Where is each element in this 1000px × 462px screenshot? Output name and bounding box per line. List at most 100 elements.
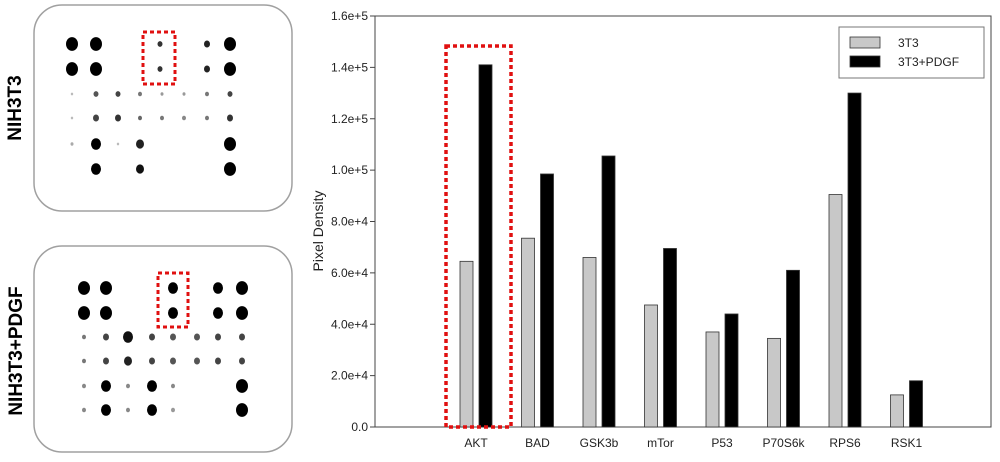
blot-spot [149, 357, 155, 365]
bars [459, 64, 923, 428]
blot-spot [170, 333, 176, 341]
blot-spot [126, 407, 130, 413]
blot-spot [205, 91, 209, 97]
blot-spot [227, 114, 233, 122]
y-tick-label: 0.0 [351, 420, 368, 434]
blot-images [33, 4, 293, 453]
blot-highlight-box-nih3t3-pdgf [156, 271, 190, 329]
legend-swatch [849, 55, 881, 68]
blot-spot [204, 65, 210, 73]
bar-bad-3t3-pdgf [540, 173, 554, 428]
blot-panel-nih3t3-pdgf [33, 245, 293, 453]
legend-label: 3T3 [898, 36, 919, 50]
blot-spot [66, 62, 78, 76]
blot-spot [236, 379, 248, 393]
legend: 3T3 3T3+PDGF [838, 26, 985, 79]
blot-spot [168, 282, 178, 294]
blot-spot [91, 138, 101, 150]
blot-spot [239, 333, 245, 341]
blot-spot [224, 137, 236, 151]
bar-mtor-3t3 [644, 304, 658, 428]
blot-spot [93, 91, 99, 97]
blot-spot [194, 357, 200, 365]
blot-spot [224, 37, 236, 51]
y-tick-label: 8.0e+4 [331, 215, 368, 229]
x-tick-label: mTor [647, 436, 674, 450]
blot-dots-nih3t3-pdgf [78, 281, 248, 417]
bar-bad-3t3 [521, 237, 535, 428]
blot-spot [215, 333, 221, 341]
blot-spot [70, 142, 74, 146]
blot-spot [171, 407, 175, 413]
blot-spot [126, 383, 130, 389]
blot-spot [213, 282, 223, 294]
y-tick-label: 6.0e+4 [331, 266, 368, 280]
blot-spot [82, 334, 86, 340]
blot-spot [147, 404, 157, 416]
blot-spot [236, 281, 248, 295]
x-tick-label: BAD [525, 436, 550, 450]
x-tick-label: RSK1 [891, 436, 923, 450]
blot-spot [136, 164, 144, 174]
blot-spot [239, 357, 245, 365]
blot-spot [78, 306, 90, 320]
blot-spot [82, 407, 86, 413]
blot-spot [82, 358, 86, 364]
x-axis: AKT BAD GSK3b mTor P53 P70S6k RPS6 RSK1 [464, 436, 922, 450]
legend-swatch [849, 36, 881, 49]
blot-spot [227, 91, 233, 97]
bar-akt-3t3 [459, 260, 474, 428]
blot-spot [204, 40, 210, 48]
y-axis: 0.0 2.0e+4 4.0e+4 6.0e+4 8.0e+4 1.0e+5 1.2e+5 1… [331, 9, 375, 434]
bar-p53-3t3 [705, 331, 720, 428]
bar-rps6-3t3 [828, 194, 843, 428]
blot-spot [116, 142, 120, 146]
blot-spot [100, 306, 112, 320]
blot-spot [138, 115, 142, 121]
bar-akt-3t3-pdgf [478, 64, 493, 428]
bar-gsk3b-3t3 [582, 257, 597, 428]
blot-spot [93, 114, 99, 122]
blot-spot [157, 66, 163, 72]
blot-panel-nih3t3 [33, 4, 293, 212]
y-axis-title: Pixel Density [310, 191, 326, 272]
blot-spot [103, 333, 109, 341]
bar-p70s6k-3t3-pdgf [786, 269, 800, 428]
blot-spot [160, 92, 164, 96]
blot-spot [236, 403, 248, 417]
bar-rsk1-3t3-pdgf [909, 380, 923, 428]
blot-spot [90, 37, 102, 51]
blot-spot [160, 115, 164, 121]
blot-spot [182, 92, 186, 96]
bar-rsk1-3t3 [890, 394, 904, 428]
blot-spot [91, 163, 101, 175]
y-tick-label: 1.2e+5 [331, 112, 368, 126]
blot-spot [82, 383, 86, 389]
blot-spot [236, 306, 248, 320]
x-tick-label: P53 [711, 436, 733, 450]
y-tick-label: 2.0e+4 [331, 369, 368, 383]
blot-spot [149, 333, 155, 341]
blot-spot [136, 139, 144, 149]
bar-mtor-3t3-pdgf [663, 248, 677, 428]
blot-spot [115, 91, 121, 97]
blot-spot [70, 92, 74, 96]
blot-dots-nih3t3 [66, 37, 236, 176]
x-tick-label: RPS6 [829, 436, 861, 450]
bar-p70s6k-3t3 [767, 337, 781, 428]
y-tick-label: 1.0e+5 [331, 163, 368, 177]
legend-box [838, 26, 985, 79]
x-tick-label: P70S6k [762, 436, 805, 450]
blot-spot [78, 281, 90, 295]
blot-spot [168, 307, 178, 319]
chart-highlight-box [444, 44, 513, 429]
blot-spot [224, 62, 236, 76]
x-tick-label: AKT [464, 436, 488, 450]
y-tick-label: 4.0e+4 [331, 317, 368, 331]
bar-p53-3t3-pdgf [724, 313, 739, 428]
blot-spot [171, 383, 175, 389]
blot-spot [90, 62, 102, 76]
blot-spot [138, 91, 142, 97]
blot-spot [66, 37, 78, 51]
